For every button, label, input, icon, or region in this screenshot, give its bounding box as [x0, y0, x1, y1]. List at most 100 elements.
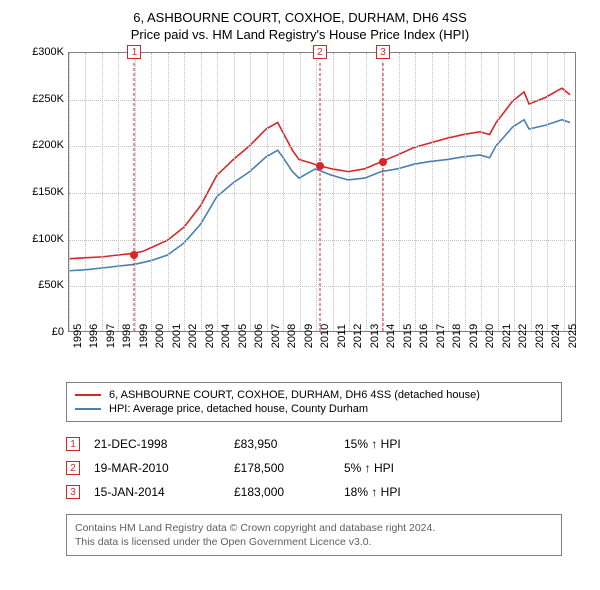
gridline-vertical	[448, 53, 449, 331]
x-axis-label: 1997	[105, 324, 117, 348]
gridline-vertical	[184, 53, 185, 331]
sale-row: 219-MAR-2010£178,5005% ↑ HPI	[66, 456, 562, 480]
x-axis-label: 2014	[385, 324, 397, 348]
y-axis-label: £150K	[32, 186, 64, 198]
y-axis-label: £0	[52, 326, 64, 338]
legend-label: HPI: Average price, detached house, Coun…	[109, 403, 368, 415]
gridline-vertical	[316, 53, 317, 331]
x-axis-label: 2015	[402, 324, 414, 348]
sale-row-marker: 2	[66, 461, 80, 475]
x-axis-label: 2019	[468, 324, 480, 348]
sale-marker-3: 3	[376, 45, 390, 59]
y-axis-label: £200K	[32, 139, 64, 151]
x-axis-label: 2017	[435, 324, 447, 348]
sale-row-date: 15-JAN-2014	[94, 485, 234, 499]
gridline-vertical	[118, 53, 119, 331]
gridline-horizontal	[69, 240, 575, 241]
gridline-vertical	[366, 53, 367, 331]
sale-row-date: 19-MAR-2010	[94, 461, 234, 475]
sale-marker-2: 2	[313, 45, 327, 59]
sale-marker-line	[319, 63, 320, 331]
x-axis-label: 2012	[352, 324, 364, 348]
gridline-vertical	[564, 53, 565, 331]
x-axis-label: 2004	[220, 324, 232, 348]
gridline-vertical	[531, 53, 532, 331]
line-series	[69, 53, 575, 331]
plot-area: 123	[68, 52, 576, 332]
y-axis-label: £50K	[38, 279, 64, 291]
gridline-vertical	[135, 53, 136, 331]
legend-item: 6, ASHBOURNE COURT, COXHOE, DURHAM, DH6 …	[75, 388, 553, 402]
sale-row-price: £183,000	[234, 485, 344, 499]
gridline-vertical	[267, 53, 268, 331]
chart-title: 6, ASHBOURNE COURT, COXHOE, DURHAM, DH6 …	[18, 10, 582, 42]
sale-marker-dot	[130, 251, 138, 259]
gridline-vertical	[201, 53, 202, 331]
sale-row: 3 15-JAN-2014£183,00018% ↑ HPI	[66, 480, 562, 504]
x-axis-label: 2000	[154, 324, 166, 348]
x-axis-label: 1996	[88, 324, 100, 348]
x-axis-label: 1995	[72, 324, 84, 348]
legend-item: HPI: Average price, detached house, Coun…	[75, 402, 553, 416]
legend: 6, ASHBOURNE COURT, COXHOE, DURHAM, DH6 …	[66, 382, 562, 422]
x-axis-label: 2010	[319, 324, 331, 348]
x-axis-label: 2005	[237, 324, 249, 348]
gridline-vertical	[514, 53, 515, 331]
y-axis-label: £100K	[32, 233, 64, 245]
gridline-horizontal	[69, 286, 575, 287]
legend-swatch	[75, 394, 101, 396]
gridline-vertical	[151, 53, 152, 331]
legend-swatch	[75, 408, 101, 410]
x-axis-label: 2008	[286, 324, 298, 348]
x-axis-label: 2022	[517, 324, 529, 348]
sale-row: 1 21-DEC-1998£83,95015% ↑ HPI	[66, 432, 562, 456]
x-axis-label: 2009	[303, 324, 315, 348]
sale-row-marker: 1	[66, 437, 80, 451]
sale-marker-1: 1	[127, 45, 141, 59]
x-axis-label: 2007	[270, 324, 282, 348]
y-axis-label: £300K	[32, 46, 64, 58]
attribution-line2: This data is licensed under the Open Gov…	[75, 535, 553, 549]
gridline-horizontal	[69, 146, 575, 147]
gridline-vertical	[85, 53, 86, 331]
gridline-vertical	[399, 53, 400, 331]
sale-row-pct: 18% ↑ HPI	[344, 485, 474, 499]
gridline-vertical	[415, 53, 416, 331]
x-axis-label: 2002	[187, 324, 199, 348]
gridline-vertical	[333, 53, 334, 331]
x-axis-label: 2018	[451, 324, 463, 348]
gridline-vertical	[102, 53, 103, 331]
sale-marker-line	[383, 63, 384, 331]
sale-marker-line	[134, 63, 135, 331]
x-axis-label: 1998	[121, 324, 133, 348]
gridline-vertical	[283, 53, 284, 331]
x-axis-label: 1999	[138, 324, 150, 348]
x-axis-label: 2023	[534, 324, 546, 348]
gridline-vertical	[234, 53, 235, 331]
gridline-vertical	[465, 53, 466, 331]
x-axis-label: 2006	[253, 324, 265, 348]
x-axis-label: 2020	[484, 324, 496, 348]
sales-table: 1 21-DEC-1998£83,95015% ↑ HPI 2 19-MAR-2010…	[66, 432, 562, 504]
x-axis-label: 2011	[336, 324, 348, 348]
gridline-vertical	[300, 53, 301, 331]
gridline-horizontal	[69, 100, 575, 101]
x-axis-label: 2024	[550, 324, 562, 348]
gridline-vertical	[432, 53, 433, 331]
sale-row-price: £83,950	[234, 437, 344, 451]
attribution: Contains HM Land Registry data © Crown c…	[66, 514, 562, 556]
sale-row-date: 21-DEC-1998	[94, 437, 234, 451]
gridline-horizontal	[69, 193, 575, 194]
gridline-vertical	[547, 53, 548, 331]
x-axis-label: 2003	[204, 324, 216, 348]
title-subtitle: Price paid vs. HM Land Registry's House …	[18, 27, 582, 42]
sale-row-marker: 3	[66, 485, 80, 499]
chart: 123 £0£50K£100K£150K£200K£250K£300K19951…	[20, 48, 580, 378]
x-axis-label: 2021	[501, 324, 513, 348]
gridline-vertical	[481, 53, 482, 331]
x-axis-label: 2025	[567, 324, 579, 348]
gridline-vertical	[498, 53, 499, 331]
gridline-vertical	[69, 53, 70, 331]
x-axis-label: 2013	[369, 324, 381, 348]
sale-row-pct: 15% ↑ HPI	[344, 437, 474, 451]
